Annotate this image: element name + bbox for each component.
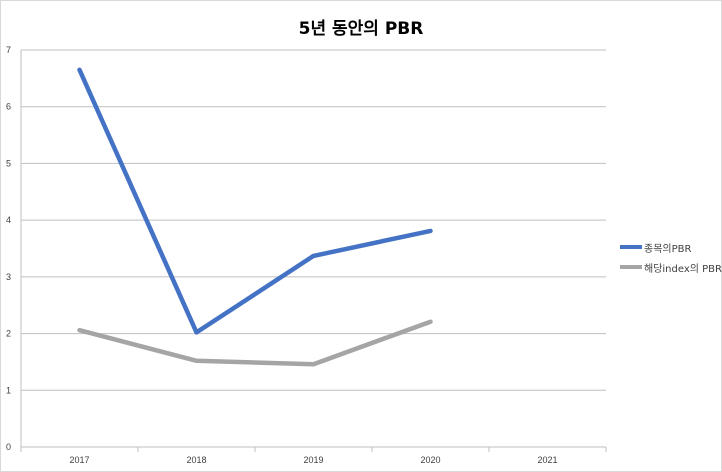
chart-title: 5년 동안의 PBR [298, 19, 424, 39]
y-tick-label: 6 [6, 102, 11, 112]
legend-swatch-series-1 [620, 245, 642, 249]
series-line-1 [77, 67, 433, 335]
x-tick-label-2017: 2017 [69, 455, 89, 465]
x-tick-label-2021: 2021 [537, 455, 557, 465]
series-line-2 [77, 319, 433, 367]
legend-label-series-1: 종목의PBR [644, 244, 692, 255]
legend-label-series-2: 해당index의 PBR [644, 264, 722, 275]
y-tick-label: 5 [6, 158, 11, 168]
y-tick-label: 3 [6, 272, 11, 282]
x-tick-label-2018: 2018 [186, 455, 206, 465]
x-tick-label-2020: 2020 [420, 455, 440, 465]
y-tick-label: 4 [6, 215, 11, 225]
y-tick-label: 0 [6, 442, 11, 452]
legend-swatch-series-2 [620, 265, 642, 269]
y-tick-label: 1 [6, 385, 11, 395]
x-tick-label-2019: 2019 [303, 455, 323, 465]
y-tick-label: 2 [6, 329, 11, 339]
y-tick-label: 7 [6, 45, 11, 55]
